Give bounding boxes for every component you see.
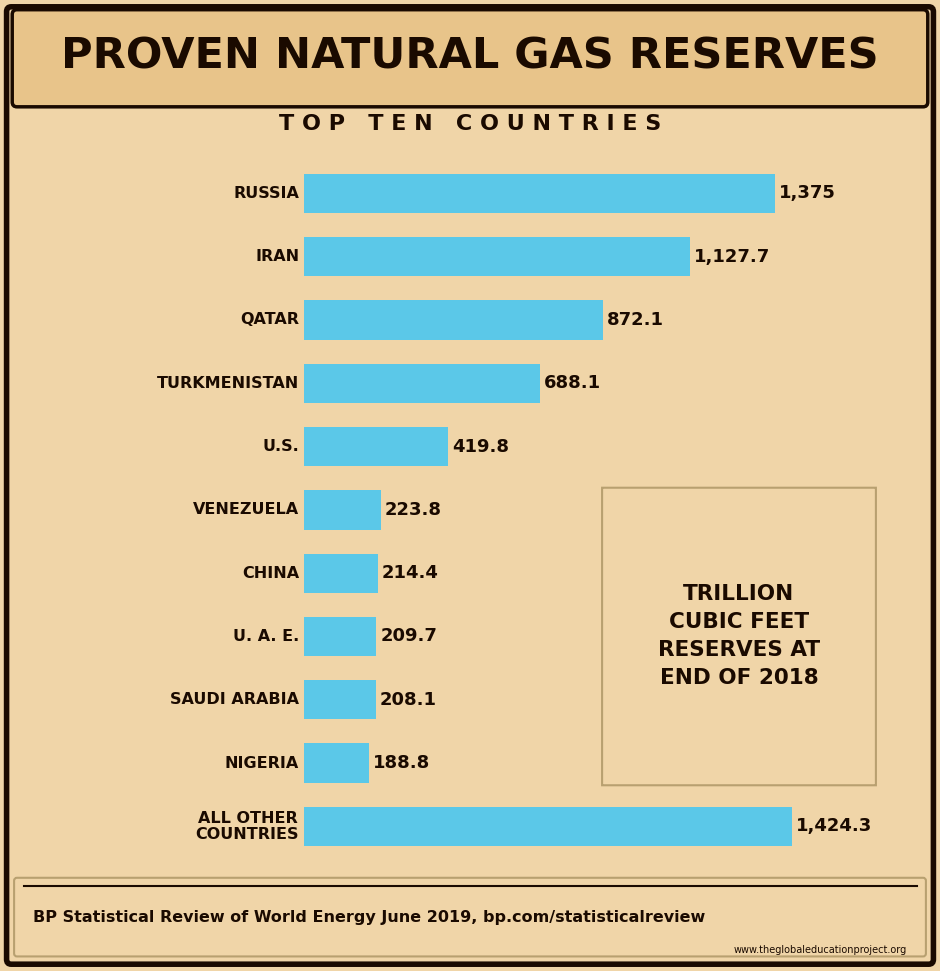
Text: 419.8: 419.8 [452,438,509,455]
Text: 208.1: 208.1 [380,690,437,709]
Bar [305,553,378,593]
Text: 1,127.7: 1,127.7 [695,248,771,266]
Bar [305,744,369,783]
Text: PROVEN NATURAL GAS RESERVES: PROVEN NATURAL GAS RESERVES [61,35,879,78]
Text: IRAN: IRAN [255,250,299,264]
Text: U.S.: U.S. [262,439,299,454]
Bar [305,427,448,466]
Bar [305,617,376,656]
Bar [305,174,775,213]
Text: QATAR: QATAR [241,313,299,327]
Text: RUSSIA: RUSSIA [233,185,299,201]
Bar [305,490,381,529]
Text: 688.1: 688.1 [544,374,601,392]
Text: T O P   T E N   C O U N T R I E S: T O P T E N C O U N T R I E S [279,115,661,134]
Text: 1,424.3: 1,424.3 [796,818,872,835]
Text: 1,375: 1,375 [779,184,836,202]
Text: 188.8: 188.8 [373,754,431,772]
FancyBboxPatch shape [603,487,876,786]
Text: SAUDI ARABIA: SAUDI ARABIA [170,692,299,707]
Bar [305,364,540,403]
Text: 223.8: 223.8 [385,501,442,519]
Text: 209.7: 209.7 [381,627,437,646]
Text: TURKMENISTAN: TURKMENISTAN [157,376,299,390]
Bar [305,680,376,720]
Text: www.theglobaleducationproject.org: www.theglobaleducationproject.org [734,945,907,954]
Text: CHINA: CHINA [243,566,299,581]
Text: ALL OTHER
COUNTRIES: ALL OTHER COUNTRIES [196,811,299,842]
Text: NIGERIA: NIGERIA [225,755,299,771]
Text: 872.1: 872.1 [607,311,664,329]
Text: 214.4: 214.4 [382,564,439,583]
Text: BP Statistical Review of World Energy June 2019, bp.com/statisticalreview: BP Statistical Review of World Energy Ju… [33,910,705,925]
Bar [305,237,690,277]
Text: TRILLION
CUBIC FEET
RESERVES AT
END OF 2018: TRILLION CUBIC FEET RESERVES AT END OF 2… [658,585,820,688]
Text: U. A. E.: U. A. E. [233,629,299,644]
Bar [305,807,791,846]
Text: VENEZUELA: VENEZUELA [193,502,299,518]
Bar [305,300,603,340]
